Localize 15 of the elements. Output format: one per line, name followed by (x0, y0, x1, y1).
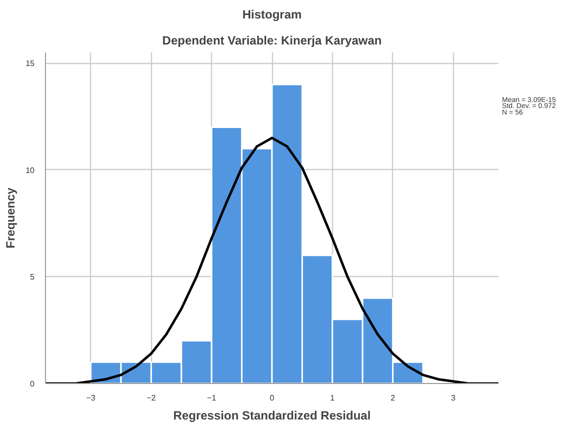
x-tick-label: −1 (207, 394, 217, 402)
y-tick-label: 5 (30, 272, 36, 282)
y-axis-title: Frequency (4, 187, 18, 248)
x-tick-label: 2 (390, 394, 396, 402)
y-tick-label: 10 (26, 166, 36, 175)
x-tick-label: −2 (146, 394, 156, 402)
chart-subtitle: Dependent Variable: Kinerja Karyawan (162, 34, 382, 48)
chart-title: Histogram (242, 8, 302, 22)
x-tick-label: 0 (270, 394, 275, 402)
y-tick-label: 0 (30, 380, 36, 388)
x-tick-label: 3 (450, 394, 456, 402)
x-axis-title: Regression Standardized Residual (173, 408, 371, 422)
y-tick-label: 15 (26, 59, 36, 68)
x-tick-label: −3 (86, 394, 96, 402)
x-tick-label: 1 (330, 394, 336, 402)
